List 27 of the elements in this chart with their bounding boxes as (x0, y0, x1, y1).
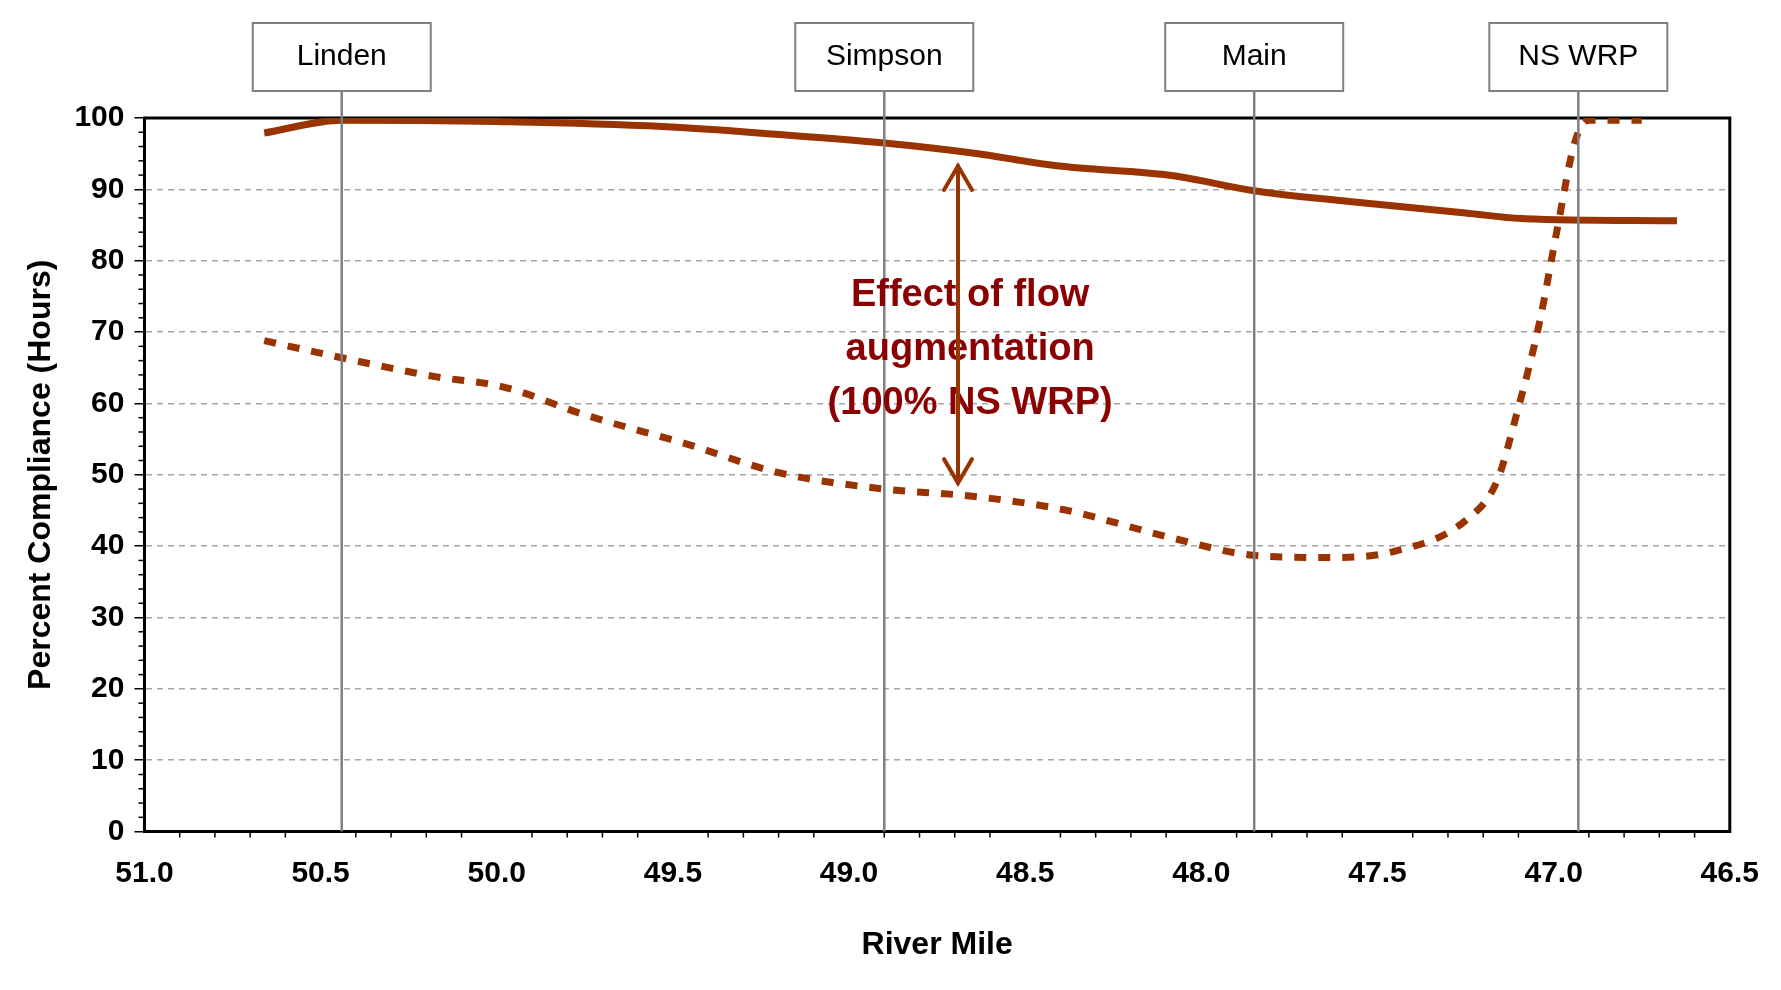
y-tick-label: 0 (107, 812, 125, 846)
x-tick-label: 49.0 (819, 854, 879, 888)
y-tick-label: 20 (91, 670, 125, 704)
x-tick-label: 49.5 (643, 854, 703, 888)
x-tick-label: 46.5 (1700, 854, 1759, 888)
x-tick-label: 50.0 (467, 854, 526, 888)
x-tick-label: 47.5 (1348, 854, 1407, 888)
ref-line-label: Main (1221, 38, 1287, 72)
x-tick-label: 48.0 (1172, 854, 1231, 888)
y-tick-label: 70 (91, 313, 125, 347)
ref-line-label: Linden (296, 38, 387, 72)
x-tick-label: 50.5 (291, 854, 350, 888)
y-tick-label: 60 (91, 384, 125, 418)
y-tick-label: 100 (74, 99, 125, 133)
y-tick-label: 40 (91, 527, 125, 561)
y-tick-label: 80 (91, 241, 125, 275)
x-tick-label: 48.5 (996, 854, 1055, 888)
ref-line-label: Simpson (825, 38, 943, 72)
y-tick-label: 50 (91, 456, 125, 490)
x-tick-label: 47.0 (1524, 854, 1583, 888)
y-axis-title: Percent Compliance (Hours) (21, 259, 58, 690)
y-tick-label: 90 (91, 170, 125, 204)
y-tick-label: 30 (91, 598, 125, 632)
y-tick-label: 10 (91, 741, 125, 775)
ref-line-label: NS WRP (1518, 38, 1639, 72)
x-axis-title: River Mile (861, 924, 1013, 961)
x-tick-label: 51.0 (115, 854, 174, 888)
